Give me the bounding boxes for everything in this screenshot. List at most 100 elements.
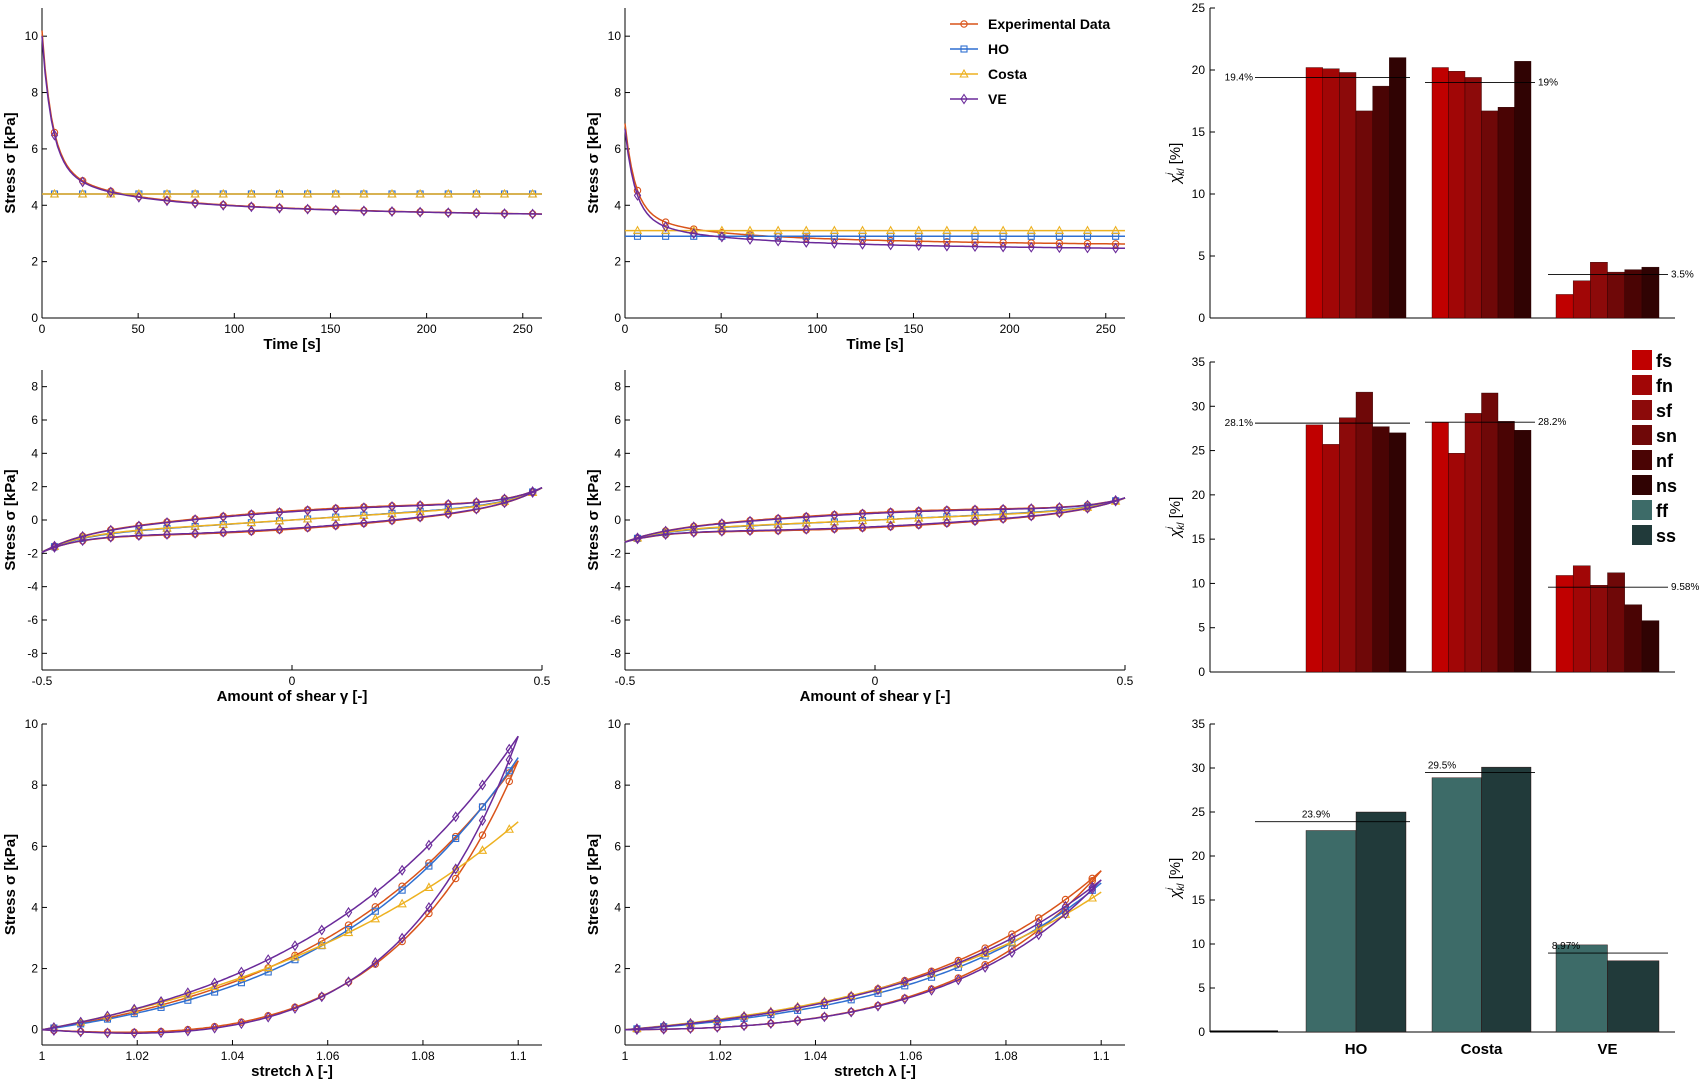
series-ve — [624, 494, 1126, 545]
data-point — [472, 503, 481, 515]
data-point — [1083, 239, 1092, 248]
series-line — [41, 735, 519, 1031]
data-point — [318, 924, 326, 936]
bar — [1355, 811, 1407, 1033]
bar — [1497, 106, 1515, 319]
x-tick-label: -0.5 — [32, 674, 53, 688]
bar — [1555, 294, 1574, 319]
data-point — [632, 225, 643, 235]
data-point — [444, 508, 452, 520]
y-tick-label: 20 — [1192, 849, 1206, 863]
data-point — [1026, 225, 1036, 235]
y-tick-label: 2 — [31, 480, 38, 494]
bar — [1431, 67, 1449, 319]
y-tick-label: 2 — [614, 962, 621, 976]
data-point — [505, 777, 514, 786]
legend-label: sf — [1656, 401, 1673, 421]
y-tick-label: 2 — [614, 480, 621, 494]
mean-label: 8.97% — [1552, 941, 1580, 952]
data-point — [528, 487, 537, 498]
data-point — [793, 1015, 802, 1027]
y-tick-label: -6 — [27, 613, 38, 627]
x-tick-label: 100 — [224, 322, 244, 336]
y-tick-label: 0 — [31, 1023, 38, 1037]
data-point — [163, 517, 171, 529]
data-point — [210, 1022, 219, 1034]
bar — [1624, 269, 1643, 319]
data-point — [344, 976, 353, 988]
data-point — [1007, 936, 1017, 946]
bar — [1590, 585, 1608, 673]
y-tick-label: 8 — [614, 380, 621, 394]
data-point — [915, 518, 923, 530]
data-point — [184, 1025, 192, 1037]
data-point — [1033, 923, 1044, 933]
data-point — [660, 1023, 668, 1035]
data-point — [275, 523, 284, 535]
data-point — [1083, 242, 1092, 254]
data-point — [50, 540, 59, 552]
data-point — [218, 188, 228, 198]
legend-label: HO — [988, 41, 1009, 57]
chart-relax2: 0 50 100 150 200 250 0 2 4 6 8 10 Time [s] Stress σ [… — [585, 8, 1126, 353]
data-point — [190, 188, 200, 198]
series-experimental-data — [624, 123, 1125, 248]
y-label-sub: kl — [1176, 522, 1187, 530]
data-point — [1088, 881, 1096, 893]
y-axis-label: Stress σ [kPa] — [585, 469, 602, 570]
data-point — [103, 1010, 112, 1022]
data-point — [901, 976, 909, 988]
data-point — [77, 188, 88, 198]
data-point — [318, 937, 326, 945]
legend-label: Experimental Data — [988, 16, 1110, 32]
data-point — [767, 1018, 775, 1030]
data-point — [901, 982, 909, 990]
y-label-sup: i — [1165, 526, 1176, 529]
data-point — [157, 995, 165, 1007]
data-point — [77, 1026, 85, 1038]
data-point — [343, 927, 354, 937]
y-tick-label: 2 — [31, 255, 38, 269]
data-point — [478, 814, 487, 826]
data-point — [78, 176, 87, 188]
y-tick-label: 8 — [614, 86, 621, 100]
data-point — [388, 501, 396, 513]
data-point — [914, 237, 923, 246]
legend-marker — [960, 93, 968, 105]
series-line — [625, 870, 1102, 1031]
x-tick-label: 0 — [289, 674, 296, 688]
y-tick-label: 25 — [1192, 805, 1206, 819]
y-tick-label: 10 — [608, 29, 622, 43]
data-point — [478, 831, 487, 839]
data-point — [660, 1020, 668, 1032]
chart-stretch2: 1 1.02 1.04 1.06 1.08 1.1 0 2 4 6 8 10 stretch λ [-]… — [585, 717, 1125, 1080]
data-point — [344, 906, 353, 918]
y-tick-label: 35 — [1192, 717, 1206, 731]
data-point — [746, 525, 754, 537]
y-tick-label: -6 — [610, 613, 621, 627]
data-point — [264, 968, 272, 976]
data-point — [718, 525, 726, 537]
data-point — [264, 1011, 272, 1023]
data-point — [332, 204, 340, 216]
y-tick-label: -8 — [27, 646, 38, 660]
y-tick-label: 10 — [1192, 937, 1206, 951]
x-tick-label: 0 — [872, 674, 879, 688]
data-point — [371, 957, 379, 969]
legend-marker — [960, 45, 968, 53]
y-tick-label: 15 — [1192, 125, 1206, 139]
x-tick-label: 1.04 — [221, 1049, 245, 1063]
data-point — [713, 1021, 721, 1033]
data-point — [451, 874, 460, 883]
x-axis-label: Amount of shear γ [-] — [800, 688, 951, 705]
bar — [1555, 944, 1608, 1033]
series-line — [41, 735, 519, 1034]
data-point — [416, 511, 424, 523]
x-tick-label: 250 — [513, 322, 533, 336]
data-point — [49, 188, 60, 198]
y-tick-label: 8 — [614, 778, 621, 792]
category-label: VE — [1597, 1041, 1617, 1058]
data-point — [360, 517, 368, 529]
data-point — [633, 533, 642, 545]
data-point — [452, 834, 460, 843]
